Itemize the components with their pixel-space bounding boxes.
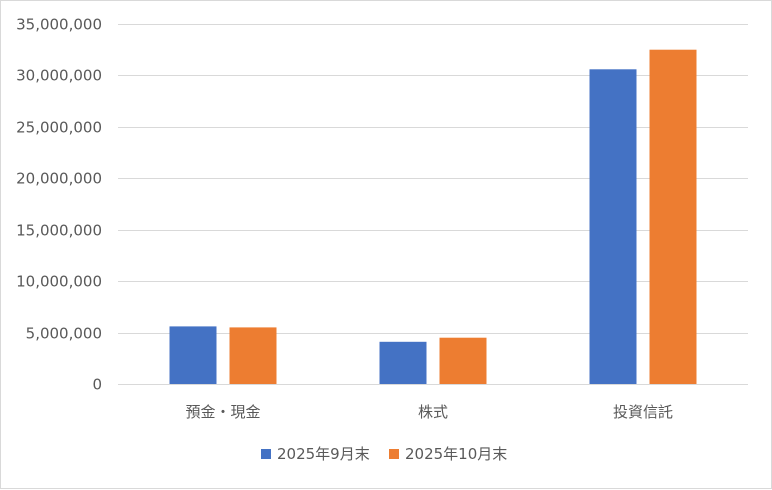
y-tick-label: 25,000,000 [16, 119, 102, 137]
x-axis-category-labels: 預金・現金 株式 投資信託 [185, 403, 673, 421]
y-tick-label: 15,000,000 [16, 222, 102, 240]
legend-swatch [261, 449, 271, 459]
legend-label: 2025年10月末 [405, 445, 507, 463]
bar-series-1-1 [379, 341, 427, 384]
y-tick-label: 20,000,000 [16, 170, 102, 188]
y-tick-label: 10,000,000 [16, 273, 102, 291]
y-tick-label: 5,000,000 [26, 325, 102, 343]
gridlines [118, 24, 748, 385]
y-tick-label: 0 [92, 376, 102, 394]
x-category-label: 投資信託 [613, 403, 673, 421]
y-axis-tick-labels: 0 5,000,000 10,000,000 15,000,000 20,000,000… [16, 16, 102, 394]
bars [169, 49, 697, 385]
x-category-label: 預金・現金 [185, 403, 260, 421]
x-category-label: 株式 [418, 403, 448, 421]
legend-swatch [389, 449, 399, 459]
bar-series-2-2 [649, 49, 697, 384]
y-tick-label: 35,000,000 [16, 16, 102, 34]
y-tick-label: 30,000,000 [16, 67, 102, 85]
legend: 2025年9月末 2025年10月末 [261, 445, 507, 463]
bar-series-2-0 [229, 327, 277, 384]
bar-series-2-1 [439, 337, 487, 384]
legend-label: 2025年9月末 [277, 445, 370, 463]
bar-series-1-2 [589, 69, 637, 385]
bar-series-1-0 [169, 326, 217, 384]
